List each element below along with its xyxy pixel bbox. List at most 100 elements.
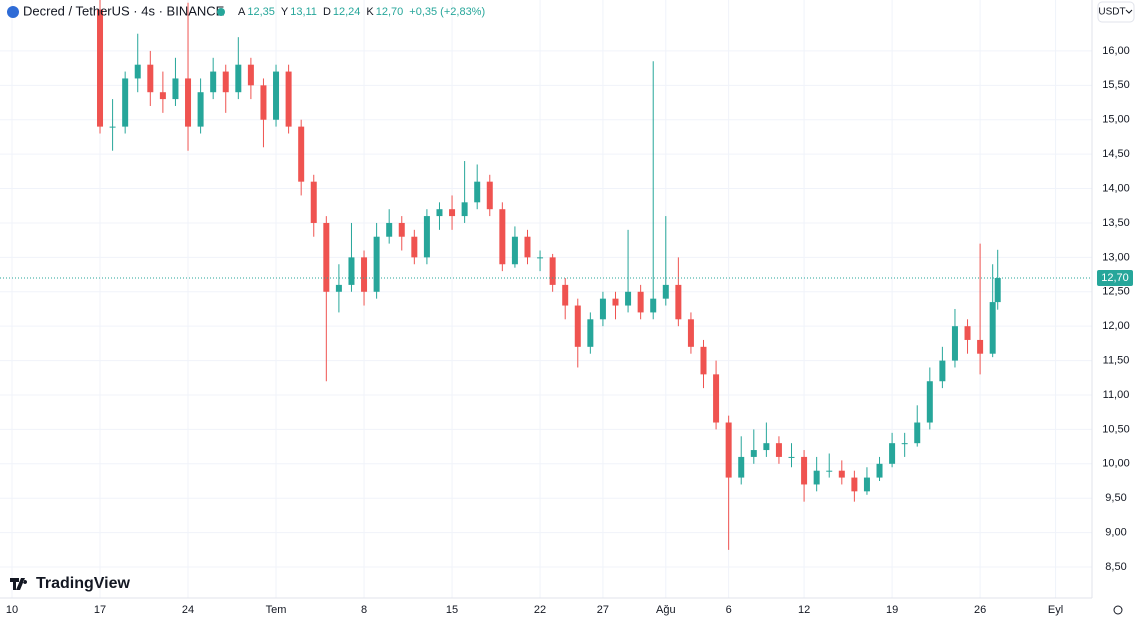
y-tick-label: 13,00 bbox=[1102, 251, 1130, 263]
candle-body bbox=[889, 443, 896, 464]
candle-body bbox=[700, 346, 707, 375]
ohlc-key: A bbox=[238, 6, 246, 18]
y-tick-label: 14,00 bbox=[1102, 182, 1130, 194]
y-tick-label: 15,50 bbox=[1102, 79, 1130, 91]
candle-body bbox=[926, 381, 933, 423]
candle-body bbox=[147, 64, 154, 93]
candle-body bbox=[876, 463, 883, 478]
candle-body bbox=[574, 305, 581, 347]
currency-button[interactable] bbox=[1097, 1, 1135, 23]
candle-body bbox=[172, 78, 179, 100]
x-tick-label: 10 bbox=[6, 604, 18, 616]
x-tick-label: 8 bbox=[361, 604, 367, 616]
candle-body bbox=[537, 257, 544, 259]
currency-caret bbox=[1125, 9, 1133, 14]
ohlc-key: K bbox=[366, 6, 374, 18]
candle-body bbox=[637, 291, 644, 313]
x-tick-label: 15 bbox=[446, 604, 458, 616]
ohlc-value: 12,35 bbox=[247, 6, 275, 18]
candle-body bbox=[398, 222, 405, 237]
candle-body bbox=[650, 298, 657, 313]
candle-body bbox=[185, 78, 192, 127]
candle-body bbox=[738, 456, 745, 478]
candle-body bbox=[625, 291, 632, 306]
x-tick-label: 26 bbox=[974, 604, 986, 616]
candle-body bbox=[486, 181, 493, 210]
settings-icon[interactable] bbox=[1113, 605, 1123, 615]
ohlc-value: 12,24 bbox=[333, 6, 361, 18]
ohlc-value: 13,11 bbox=[290, 6, 317, 18]
candle-body bbox=[838, 470, 845, 478]
candle-body bbox=[461, 202, 468, 217]
x-tick-label: 24 bbox=[182, 604, 194, 616]
candle-body bbox=[134, 64, 141, 79]
y-tick-label: 12,00 bbox=[1102, 320, 1130, 332]
candle-body bbox=[449, 209, 456, 217]
candle-body bbox=[386, 222, 393, 237]
candle-body bbox=[750, 450, 757, 457]
candle-body bbox=[662, 284, 669, 299]
candle-body bbox=[411, 236, 418, 258]
last-price-label: 12,70 bbox=[1101, 272, 1129, 284]
candle-body bbox=[511, 236, 518, 265]
x-tick-label: 22 bbox=[534, 604, 546, 616]
candle-body bbox=[323, 222, 330, 292]
candle-body bbox=[763, 443, 770, 451]
x-tick-label: 12 bbox=[798, 604, 810, 616]
candle-body bbox=[977, 339, 984, 354]
currency-label: USDT bbox=[1098, 7, 1125, 18]
y-tick-label: 14,50 bbox=[1102, 148, 1130, 160]
candle-body bbox=[361, 257, 368, 292]
candle-body bbox=[964, 326, 971, 340]
y-tick-label: 11,50 bbox=[1103, 354, 1130, 366]
x-tick-label: Tem bbox=[266, 604, 287, 616]
candle-body bbox=[373, 236, 380, 292]
candle-body bbox=[97, 9, 104, 127]
candle-body bbox=[612, 298, 619, 306]
brand-name: TradingView bbox=[36, 575, 131, 592]
ohlc-key: D bbox=[323, 6, 331, 18]
candle-body bbox=[562, 284, 569, 306]
x-tick-label: 27 bbox=[597, 604, 609, 616]
candle-body bbox=[260, 85, 267, 120]
candle-body bbox=[713, 374, 720, 423]
candle-body bbox=[524, 236, 531, 258]
candle-body bbox=[285, 71, 292, 127]
candle-body bbox=[122, 78, 129, 127]
candle-body bbox=[423, 216, 430, 258]
candle-body bbox=[914, 422, 921, 444]
candle-body bbox=[801, 456, 808, 485]
y-tick-label: 16,00 bbox=[1102, 45, 1130, 57]
ohlc-value: 12,70 bbox=[376, 6, 404, 18]
candle-body bbox=[599, 298, 606, 320]
y-tick-label: 10,50 bbox=[1102, 423, 1130, 435]
y-tick-label: 9,00 bbox=[1105, 527, 1126, 539]
candle-body bbox=[247, 64, 254, 86]
candle-body bbox=[587, 319, 594, 347]
y-tick-label: 11,00 bbox=[1103, 389, 1130, 401]
ohlc-key: Y bbox=[281, 6, 289, 18]
candle-body bbox=[109, 126, 116, 128]
x-tick-label: 6 bbox=[726, 604, 732, 616]
candle-body bbox=[951, 326, 958, 361]
candle-body bbox=[901, 443, 908, 445]
brand-logo bbox=[10, 578, 28, 590]
y-tick-label: 9,50 bbox=[1105, 492, 1126, 504]
candle-body bbox=[687, 319, 694, 347]
candle-body bbox=[775, 443, 782, 457]
candle-body bbox=[989, 302, 996, 354]
y-tick-label: 8,50 bbox=[1105, 561, 1126, 573]
market-status bbox=[217, 8, 225, 16]
x-tick-label: 19 bbox=[886, 604, 898, 616]
x-tick-label: Eyl bbox=[1048, 604, 1063, 616]
symbol-title: Decred / TetherUS · 4s · BINANCE bbox=[23, 3, 225, 18]
candle-body bbox=[499, 209, 506, 265]
candle-body bbox=[210, 71, 217, 93]
y-tick-label: 10,00 bbox=[1102, 458, 1130, 470]
symbol-icon bbox=[7, 6, 19, 18]
candle-body bbox=[813, 470, 820, 485]
change-value: +0,35 (+2,83%) bbox=[409, 6, 485, 18]
y-tick-label: 13,50 bbox=[1102, 217, 1130, 229]
